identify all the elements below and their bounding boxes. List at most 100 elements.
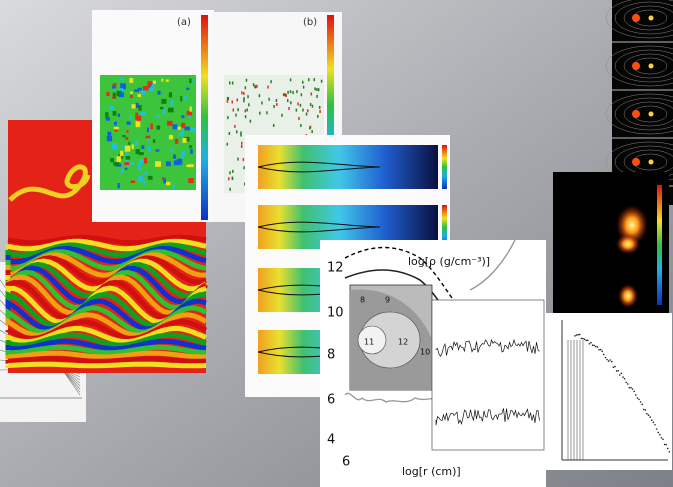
- swirl-stripe: [5, 344, 207, 356]
- map-cell: [165, 181, 171, 186]
- spectrum-point: [627, 383, 629, 385]
- map-cell: [135, 102, 139, 109]
- map-cell: [134, 140, 138, 147]
- map-cell: [111, 143, 118, 149]
- map-cell: [182, 137, 187, 143]
- map-cell: [156, 125, 161, 130]
- map-cell: [161, 98, 167, 104]
- g-shape: 12 10 8 6 4: [327, 261, 344, 448]
- map-cell: [168, 134, 174, 140]
- map-cell: [317, 88, 320, 92]
- map-cell: [120, 150, 124, 156]
- map-cell: [244, 115, 247, 119]
- map-cell: [157, 90, 161, 95]
- map-cell: [229, 171, 231, 175]
- map-cell: [180, 96, 183, 102]
- map-cell: [155, 149, 160, 152]
- jet-contour: [257, 161, 381, 173]
- spectrum-point: [593, 344, 595, 347]
- map-cell: [147, 81, 152, 86]
- map-cell: [172, 185, 176, 189]
- ellipse-shape: [357, 325, 387, 355]
- map-cell: [297, 102, 299, 106]
- map-cell: [143, 157, 148, 164]
- map-cell: [144, 171, 148, 176]
- map-cell: [110, 158, 115, 163]
- spectrum-point: [657, 431, 659, 434]
- spectrum-point: [625, 381, 627, 384]
- map-cell: [113, 126, 119, 130]
- map-cell: [254, 85, 256, 89]
- map-cell: [112, 85, 115, 89]
- map-cell: [137, 87, 142, 91]
- map-cell: [124, 167, 128, 170]
- map-cell: [122, 144, 125, 149]
- map-cell: [106, 136, 113, 142]
- map-cell: [261, 101, 263, 105]
- map-cell: [141, 90, 146, 95]
- map-cell: [302, 85, 305, 89]
- map-cell: [177, 126, 181, 130]
- map-cell: [313, 78, 316, 82]
- y-tick-label: 10: [327, 306, 344, 321]
- spectrum-point: [660, 437, 663, 439]
- map-cell: [155, 161, 161, 167]
- map-cell: [139, 167, 142, 172]
- colorbar: [442, 205, 447, 249]
- map-cell: [131, 144, 134, 149]
- map-cell: [129, 162, 135, 165]
- map-cell: [190, 127, 196, 132]
- map-cell: [229, 187, 231, 191]
- map-cell: [162, 108, 166, 115]
- spectrum-point: [628, 386, 631, 389]
- map-cell: [273, 104, 275, 108]
- swirl-stripe: [5, 356, 207, 364]
- map-cell: [170, 100, 174, 106]
- map-cell: [310, 92, 313, 96]
- spectrum-point: [607, 360, 610, 362]
- map-cell: [240, 131, 242, 135]
- map-cell: [243, 99, 245, 103]
- map-cell: [240, 144, 243, 148]
- orbit: [614, 49, 673, 83]
- map-cell: [178, 132, 184, 137]
- spectrum-point: [638, 398, 640, 401]
- spectrum-point: [636, 397, 639, 399]
- map-cell: [311, 104, 314, 108]
- map-cell: [189, 145, 193, 149]
- map-cell: [240, 133, 242, 137]
- orbit-panels: [605, 0, 673, 205]
- map-cell: [118, 88, 124, 92]
- map-cell: [316, 88, 318, 92]
- map-cell: [243, 166, 245, 170]
- map-cell: [256, 84, 258, 88]
- swirl-stripe: [5, 338, 207, 352]
- map-cell: [244, 182, 246, 186]
- timeseries-line: [435, 338, 540, 357]
- map-cell: [118, 92, 125, 98]
- spectrum-point: [574, 335, 576, 337]
- map-cell: [124, 162, 130, 166]
- orbit: [623, 53, 673, 79]
- spectrum-point: [606, 358, 608, 361]
- colorbar: [442, 145, 447, 189]
- map-cell: [289, 90, 292, 94]
- panel-label: (a): [177, 17, 191, 28]
- velocity-maps: (a) (b): [92, 10, 342, 222]
- map-cell: [131, 104, 136, 109]
- map-cell: [151, 83, 156, 87]
- map-cell: [318, 105, 321, 109]
- map-cell: [148, 146, 151, 152]
- map-cell: [140, 111, 146, 116]
- map-cell: [249, 119, 252, 123]
- map-cell: [147, 175, 153, 180]
- x-axis-label: log[r (cm)]: [402, 465, 461, 478]
- map-cell: [143, 181, 146, 185]
- swirl-stripe: [5, 242, 207, 258]
- map-cell: [125, 156, 131, 160]
- map-cell: [176, 158, 182, 164]
- map-cell: [130, 91, 133, 95]
- map-cell: [135, 115, 142, 121]
- map-cell: [168, 92, 172, 98]
- map-cell: [236, 98, 239, 102]
